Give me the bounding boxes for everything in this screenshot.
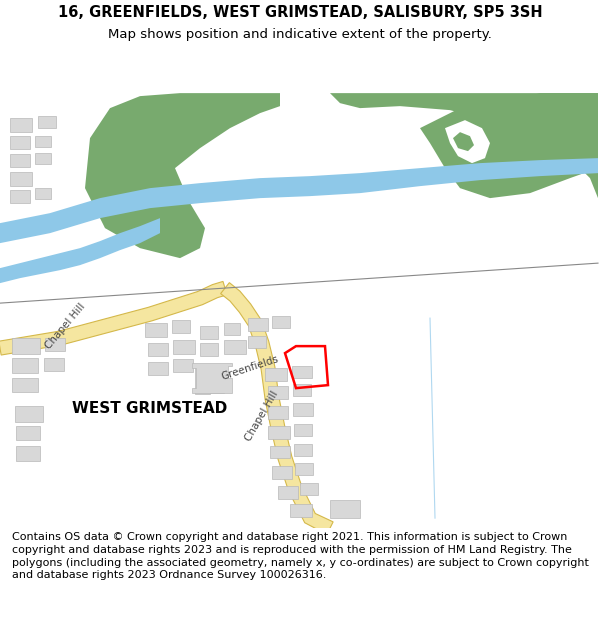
Bar [200,343,218,356]
Bar [265,368,287,381]
Text: WEST GRIMSTEAD: WEST GRIMSTEAD [72,401,227,416]
Bar [248,318,268,331]
Bar [35,136,51,147]
Bar [293,384,311,396]
Bar [10,172,32,186]
Bar [35,188,51,199]
Polygon shape [221,282,333,534]
Polygon shape [420,93,598,198]
Bar [10,136,30,149]
Bar [210,381,224,393]
Bar [295,463,313,475]
Bar [12,378,38,392]
Bar [10,190,30,203]
Bar [294,424,312,436]
Bar [12,358,38,373]
Bar [272,316,290,328]
Polygon shape [192,363,232,393]
Polygon shape [453,132,474,151]
Bar [294,444,312,456]
Bar [200,326,218,339]
Text: Contains OS data © Crown copyright and database right 2021. This information is : Contains OS data © Crown copyright and d… [12,532,589,581]
Text: Map shows position and indicative extent of the property.: Map shows position and indicative extent… [108,28,492,41]
Bar [195,366,210,394]
Bar [44,358,64,371]
Bar [300,483,318,495]
Bar [172,320,190,333]
Bar [16,426,40,440]
Bar [292,366,312,378]
Bar [10,154,30,167]
Bar [145,323,167,337]
Text: Greenfields: Greenfields [220,354,280,382]
Bar [293,403,313,416]
Bar [173,359,193,372]
Bar [272,466,292,479]
Polygon shape [445,120,490,163]
Bar [45,338,65,351]
Text: Chapel Hill: Chapel Hill [43,301,87,351]
Bar [148,343,168,356]
Bar [248,336,266,348]
Bar [278,486,298,499]
Bar [270,446,290,458]
Bar [224,340,246,354]
Bar [173,340,195,354]
Bar [210,366,224,378]
Bar [224,323,240,335]
Polygon shape [85,93,280,258]
Text: 16, GREENFIELDS, WEST GRIMSTEAD, SALISBURY, SP5 3SH: 16, GREENFIELDS, WEST GRIMSTEAD, SALISBU… [58,4,542,19]
Bar [16,446,40,461]
Bar [12,338,40,354]
Polygon shape [0,158,598,243]
Text: Chapel Hill: Chapel Hill [244,389,280,443]
Bar [35,153,51,164]
Bar [38,116,56,128]
Bar [268,386,288,399]
Polygon shape [0,218,160,283]
Bar [10,118,32,132]
Polygon shape [0,281,227,355]
Bar [268,426,290,439]
Bar [290,504,312,517]
Bar [148,362,168,375]
Bar [330,500,360,518]
Bar [268,406,288,419]
Bar [15,406,43,422]
Polygon shape [330,93,598,198]
